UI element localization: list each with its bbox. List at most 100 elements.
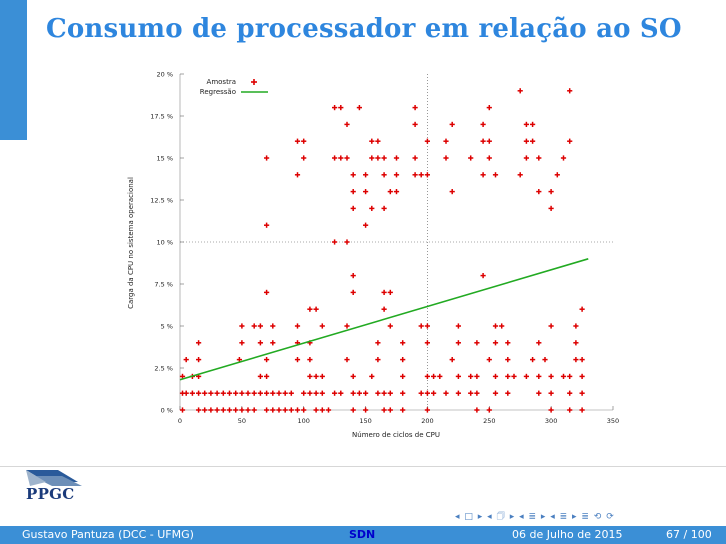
data-point xyxy=(492,172,499,178)
data-point xyxy=(412,104,418,111)
data-point xyxy=(387,189,393,195)
data-point xyxy=(233,390,239,396)
data-point xyxy=(548,407,554,413)
data-point xyxy=(325,407,332,413)
data-point xyxy=(418,390,424,396)
data-point xyxy=(567,407,573,413)
data-point xyxy=(319,373,325,379)
data-point xyxy=(350,289,356,295)
data-point xyxy=(196,407,202,413)
data-point xyxy=(381,172,387,178)
data-point xyxy=(505,357,511,363)
data-point xyxy=(393,189,400,195)
data-point xyxy=(288,407,294,413)
data-point xyxy=(294,172,301,178)
data-point xyxy=(554,172,560,178)
data-point xyxy=(492,373,499,379)
legend-marker-amostra xyxy=(251,79,257,85)
data-point xyxy=(400,340,406,346)
data-point xyxy=(381,306,387,312)
data-point xyxy=(560,373,567,379)
data-point xyxy=(381,205,387,211)
y-tick-label: 10 % xyxy=(156,239,173,247)
data-point xyxy=(270,390,276,396)
data-point xyxy=(363,390,369,396)
data-point xyxy=(208,407,214,413)
data-point xyxy=(499,323,505,329)
ppgc-logo xyxy=(26,470,82,486)
data-point xyxy=(424,373,430,379)
reference-lines xyxy=(180,74,613,410)
data-point xyxy=(523,155,530,161)
data-point xyxy=(480,138,486,144)
footer-section[interactable]: SDN xyxy=(349,528,376,541)
data-point xyxy=(536,373,542,379)
data-point xyxy=(332,239,338,245)
data-point xyxy=(505,340,511,346)
data-point xyxy=(276,407,282,413)
data-point xyxy=(245,407,251,413)
data-point xyxy=(529,357,536,363)
sample-points xyxy=(179,88,585,413)
data-point xyxy=(369,373,375,379)
data-point xyxy=(548,189,554,195)
data-point xyxy=(214,390,220,396)
data-point xyxy=(529,138,536,144)
data-point xyxy=(356,390,362,396)
data-point xyxy=(375,390,381,396)
data-point xyxy=(233,407,239,413)
data-point xyxy=(437,373,443,379)
data-point xyxy=(189,390,195,396)
data-point xyxy=(443,138,449,144)
data-point xyxy=(424,390,430,396)
x-tick-label: 300 xyxy=(545,417,557,425)
data-point xyxy=(387,390,393,396)
data-point xyxy=(338,104,344,111)
data-point xyxy=(431,373,437,379)
data-point xyxy=(567,373,573,379)
data-point xyxy=(381,390,387,396)
sidebar-accent-bar xyxy=(0,0,27,140)
data-point xyxy=(474,390,480,396)
data-point xyxy=(387,407,393,413)
data-point xyxy=(350,273,356,279)
data-point xyxy=(412,121,418,128)
data-point xyxy=(536,390,542,396)
data-point xyxy=(245,390,251,396)
regression-line xyxy=(179,258,589,381)
data-point xyxy=(313,390,319,396)
data-point xyxy=(480,121,486,128)
data-point xyxy=(387,289,393,295)
data-point xyxy=(381,155,387,161)
data-point xyxy=(226,390,233,396)
data-point xyxy=(412,172,418,178)
data-point xyxy=(412,155,418,161)
data-point xyxy=(505,373,511,379)
data-point xyxy=(536,155,542,161)
slide-title: Consumo de processador em relação ao SO xyxy=(46,14,682,44)
data-point xyxy=(202,407,208,413)
data-point xyxy=(443,155,449,161)
data-point xyxy=(363,172,369,178)
beamer-navigation-controls[interactable]: ◂ □ ▸ ◂ 🗇 ▸ ◂ ≣ ▸ ◂ ≣ ▸ ≣ ⟲ ⟳ xyxy=(455,512,615,522)
data-point xyxy=(375,138,381,144)
y-tick-label: 12.5 % xyxy=(150,197,173,205)
data-point xyxy=(567,390,573,396)
data-point xyxy=(542,357,548,363)
data-point xyxy=(313,306,319,312)
y-axis-ticks: 0 % 2.5 % 5 % 7.5 % 10 % 12.5 % 15 % 17.5 % 20 % xyxy=(150,71,184,415)
data-point xyxy=(400,373,406,379)
data-point xyxy=(319,390,325,396)
data-point xyxy=(511,373,517,379)
data-point xyxy=(573,357,579,363)
data-point xyxy=(226,407,233,413)
data-point xyxy=(455,390,461,396)
data-point xyxy=(264,390,270,396)
data-point xyxy=(294,407,301,413)
data-point xyxy=(264,407,270,413)
footer-author: Gustavo Pantuza (DCC - UFMG) xyxy=(22,528,194,541)
data-point xyxy=(307,306,313,312)
x-tick-label: 200 xyxy=(421,417,433,425)
data-point xyxy=(443,390,449,396)
data-point xyxy=(393,155,400,161)
